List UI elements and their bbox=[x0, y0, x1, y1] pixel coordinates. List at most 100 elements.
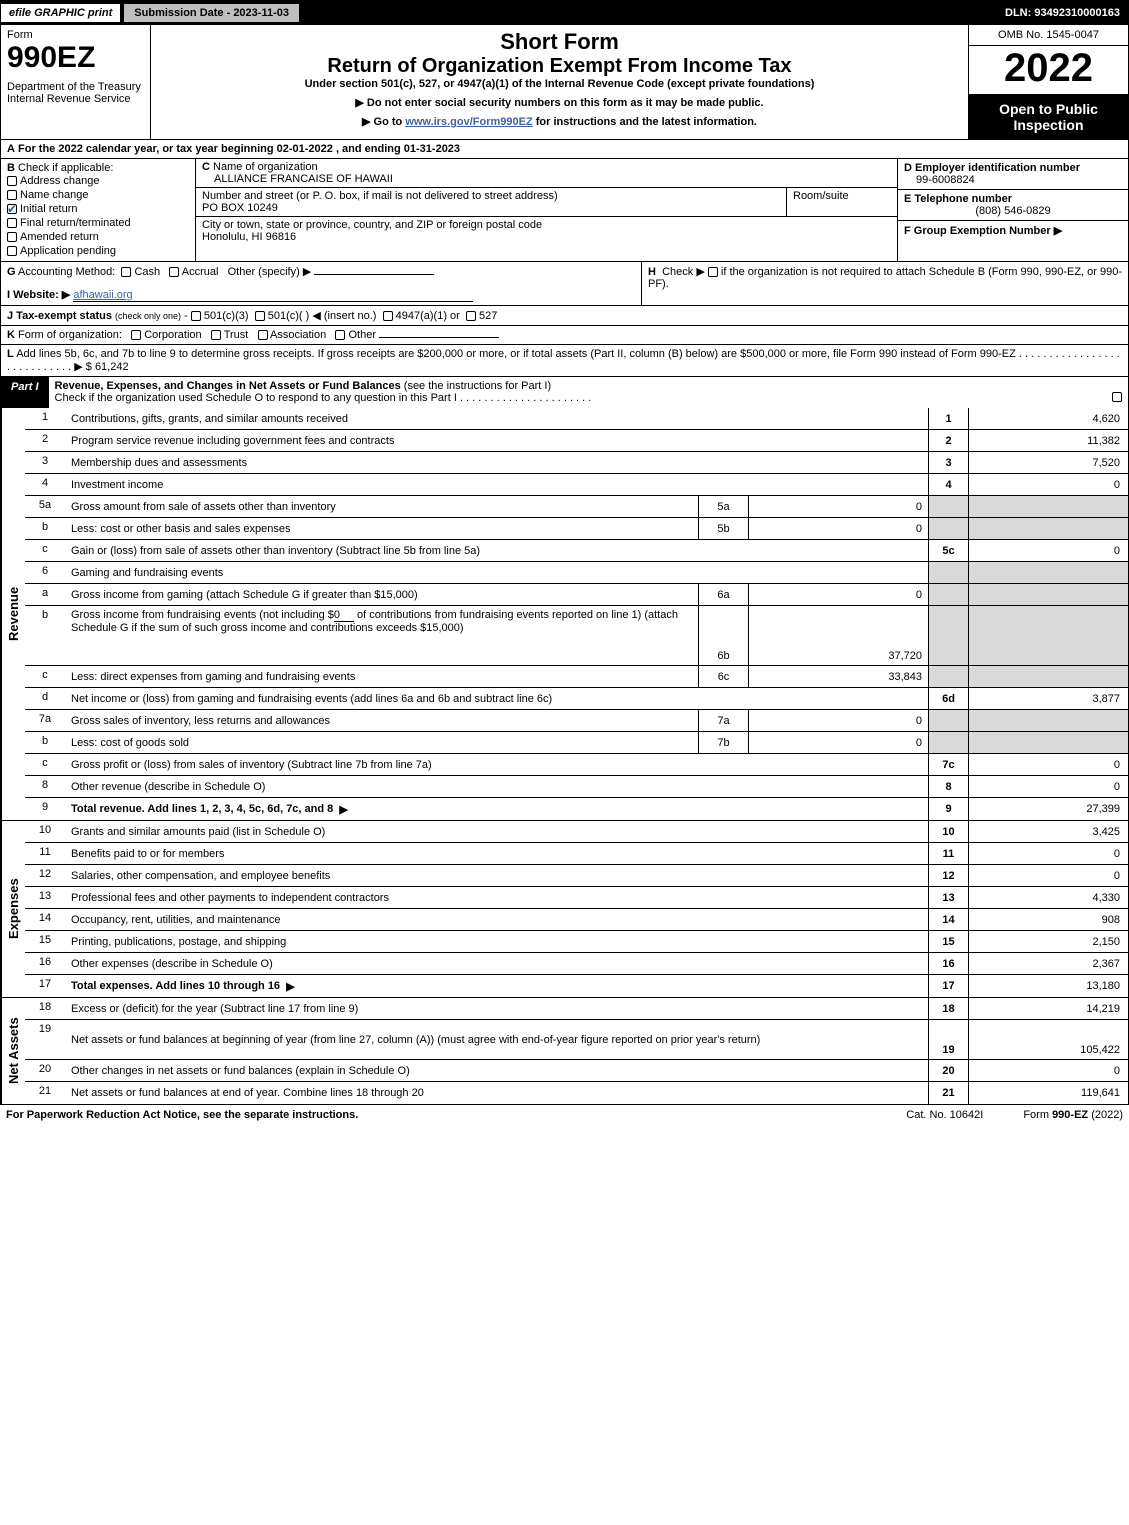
row-6d: dNet income or (loss) from gaming and fu… bbox=[25, 688, 1128, 710]
desc-pre: Gross income from fundraising events (no… bbox=[71, 609, 334, 621]
chk-527[interactable] bbox=[466, 311, 476, 321]
irs-link[interactable]: www.irs.gov/Form990EZ bbox=[405, 116, 532, 128]
row-19: 19Net assets or fund balances at beginni… bbox=[25, 1020, 1128, 1060]
top-bar: efile GRAPHIC print Submission Date - 20… bbox=[1, 1, 1128, 25]
b-heading-text: Check if applicable: bbox=[18, 162, 113, 174]
numcell: 3 bbox=[928, 452, 968, 473]
efile-label: efile GRAPHIC print bbox=[1, 4, 120, 22]
subval: 0 bbox=[748, 732, 928, 753]
subval: 33,843 bbox=[748, 666, 928, 687]
chk-cash[interactable] bbox=[121, 267, 131, 277]
desc: Membership dues and assessments bbox=[71, 457, 247, 469]
ln: b bbox=[25, 518, 65, 539]
l-value: 61,242 bbox=[95, 361, 129, 373]
row-16: 16Other expenses (describe in Schedule O… bbox=[25, 953, 1128, 975]
header-center: Short Form Return of Organization Exempt… bbox=[151, 25, 968, 139]
opt-501c3: 501(c)(3) bbox=[204, 310, 249, 322]
chk-trust[interactable] bbox=[211, 330, 221, 340]
valcell: 0 bbox=[968, 843, 1128, 864]
valcell: 7,520 bbox=[968, 452, 1128, 473]
part-i-check-text: Check if the organization used Schedule … bbox=[55, 392, 592, 404]
row-2: 2Program service revenue including gover… bbox=[25, 430, 1128, 452]
chk-application-pending[interactable]: Application pending bbox=[7, 244, 189, 258]
under-section-text: Under section 501(c), 527, or 4947(a)(1)… bbox=[157, 78, 962, 90]
chk-corp[interactable] bbox=[131, 330, 141, 340]
other-org-input[interactable] bbox=[379, 337, 499, 338]
chk-assoc[interactable] bbox=[258, 330, 268, 340]
street-address: PO BOX 10249 bbox=[202, 202, 278, 214]
ln: a bbox=[25, 584, 65, 605]
ln: 1 bbox=[25, 408, 65, 429]
row-5a: 5aGross amount from sale of assets other… bbox=[25, 496, 1128, 518]
line-a: A For the 2022 calendar year, or tax yea… bbox=[1, 140, 1128, 159]
desc: Other expenses (describe in Schedule O) bbox=[71, 958, 273, 970]
valcell-shade bbox=[968, 584, 1128, 605]
website-link[interactable]: afhawaii.org bbox=[73, 289, 473, 302]
k-label: K bbox=[7, 329, 15, 341]
net-assets-section: Net Assets 18Excess or (deficit) for the… bbox=[1, 998, 1128, 1104]
chk-accrual[interactable] bbox=[169, 267, 179, 277]
numcell: 12 bbox=[928, 865, 968, 886]
h-text: Check ▶ bbox=[662, 266, 705, 278]
chk-501c3[interactable] bbox=[191, 311, 201, 321]
row-15: 15Printing, publications, postage, and s… bbox=[25, 931, 1128, 953]
header-left: Form 990EZ Department of the Treasury In… bbox=[1, 25, 151, 139]
ln: 3 bbox=[25, 452, 65, 473]
subcell: 5a bbox=[698, 496, 748, 517]
ln: c bbox=[25, 666, 65, 687]
desc: Net assets or fund balances at end of ye… bbox=[71, 1087, 424, 1099]
row-5c: cGain or (loss) from sale of assets othe… bbox=[25, 540, 1128, 562]
form-label: Form bbox=[7, 29, 144, 41]
ein-value: 99-6008824 bbox=[904, 174, 975, 186]
line-g-h: G Accounting Method: Cash Accrual Other … bbox=[1, 262, 1128, 306]
part-i-bar: Part I Revenue, Expenses, and Changes in… bbox=[1, 377, 1128, 408]
row-7b: bLess: cost of goods sold7b0 bbox=[25, 732, 1128, 754]
ln: 19 bbox=[25, 1020, 65, 1059]
row-20: 20 Other changes in net assets or fund ba… bbox=[25, 1060, 1128, 1082]
row-13: 13Professional fees and other payments t… bbox=[25, 887, 1128, 909]
valcell-shade bbox=[968, 732, 1128, 753]
ln: 9 bbox=[25, 798, 65, 820]
other-specify-input[interactable] bbox=[314, 274, 434, 275]
phone-row: E Telephone number (808) 546-0829 bbox=[898, 190, 1128, 221]
ln: 15 bbox=[25, 931, 65, 952]
revenue-rows: 1Contributions, gifts, grants, and simil… bbox=[25, 408, 1128, 820]
chk-address-change[interactable]: Address change bbox=[7, 174, 189, 188]
valcell-shade bbox=[968, 518, 1128, 539]
org-name-row: C Name of organization ALLIANCE FRANCAIS… bbox=[196, 159, 897, 188]
chk-final-return[interactable]: Final return/terminated bbox=[7, 216, 189, 230]
valcell-shade bbox=[968, 496, 1128, 517]
revenue-section: Revenue 1Contributions, gifts, grants, a… bbox=[1, 408, 1128, 821]
valcell: 119,641 bbox=[968, 1082, 1128, 1104]
valcell: 0 bbox=[968, 474, 1128, 495]
ln: 20 bbox=[25, 1060, 65, 1081]
desc: Benefits paid to or for members bbox=[71, 848, 224, 860]
row-3: 3Membership dues and assessments37,520 bbox=[25, 452, 1128, 474]
numcell: 21 bbox=[928, 1082, 968, 1104]
chk-name-change[interactable]: Name change bbox=[7, 188, 189, 202]
numcell-shade bbox=[928, 584, 968, 605]
valcell: 0 bbox=[968, 754, 1128, 775]
numcell: 10 bbox=[928, 821, 968, 842]
chk-other-org[interactable] bbox=[335, 330, 345, 340]
chk-schedule-b[interactable] bbox=[708, 267, 718, 277]
street-cell: Number and street (or P. O. box, if mail… bbox=[196, 188, 787, 216]
part-i-checkbox[interactable] bbox=[1112, 392, 1122, 405]
valcell: 11,382 bbox=[968, 430, 1128, 451]
chk-amended-return[interactable]: Amended return bbox=[7, 230, 189, 244]
valcell: 0 bbox=[968, 1060, 1128, 1081]
desc: Other changes in net assets or fund bala… bbox=[71, 1065, 410, 1077]
numcell-shade bbox=[928, 732, 968, 753]
chk-4947[interactable] bbox=[383, 311, 393, 321]
desc: Less: direct expenses from gaming and fu… bbox=[71, 671, 355, 683]
ln: 11 bbox=[25, 843, 65, 864]
chk-501c[interactable] bbox=[255, 311, 265, 321]
chk-initial-return[interactable]: Initial return bbox=[7, 202, 189, 216]
k-text: Form of organization: bbox=[18, 329, 122, 341]
form-header: Form 990EZ Department of the Treasury In… bbox=[1, 25, 1128, 140]
desc: Less: cost or other basis and sales expe… bbox=[71, 523, 291, 535]
valcell: 3,877 bbox=[968, 688, 1128, 709]
bullet-ssn: ▶ Do not enter social security numbers o… bbox=[157, 96, 962, 109]
l-text: Add lines 5b, 6c, and 7b to line 9 to de… bbox=[7, 348, 1120, 373]
row-7a: 7aGross sales of inventory, less returns… bbox=[25, 710, 1128, 732]
